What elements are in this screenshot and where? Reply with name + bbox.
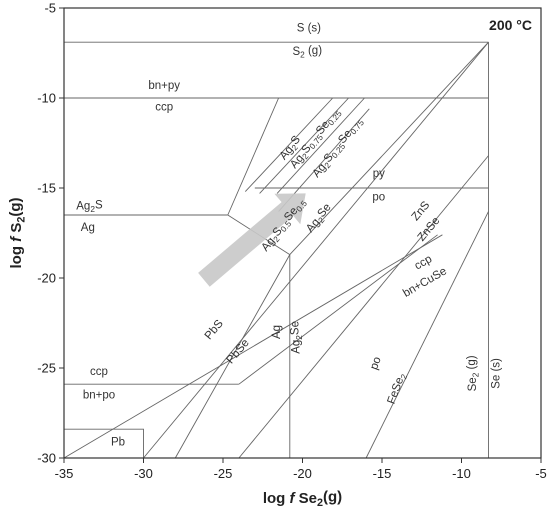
boundary-line — [289, 41, 489, 255]
y-tick-label: -15 — [37, 181, 56, 196]
field-label: Ag — [81, 222, 95, 234]
field-label: Ag2Se — [289, 321, 303, 354]
trend-arrow — [198, 193, 306, 287]
field-label: bn+CuSe — [401, 265, 449, 300]
field-label: S (s) — [297, 22, 321, 34]
field-label: Ag2S — [76, 200, 103, 214]
field-label: po — [368, 355, 384, 371]
field-label: Ag2Se — [303, 201, 335, 235]
boundary-line — [174, 254, 291, 459]
y-tick-label: -30 — [37, 451, 56, 466]
boundary-line — [259, 97, 349, 194]
field-label: bn+po — [83, 390, 115, 402]
y-axis-title: log f S2(g) — [7, 197, 28, 268]
boundary-line — [244, 97, 334, 192]
field-label: ccp — [90, 366, 108, 378]
chart-title: 200 °C — [489, 17, 532, 33]
field-label: PbSe — [225, 337, 252, 366]
boundary-line — [238, 155, 489, 459]
field-label: ccp — [413, 253, 435, 272]
y-tick-label: -10 — [37, 91, 56, 106]
boundary-line — [238, 234, 438, 385]
boundary-line — [276, 97, 365, 194]
y-tick-label: -20 — [37, 271, 56, 286]
field-label: po — [372, 192, 385, 204]
x-tick-label: -20 — [293, 466, 312, 481]
x-tick-label: -25 — [214, 466, 233, 481]
boundary-line — [227, 97, 280, 216]
field-label: Se (s) — [491, 358, 503, 389]
x-tick-label: -5 — [535, 466, 547, 481]
field-label: bn+py — [148, 80, 180, 92]
boundary-line — [143, 41, 489, 459]
field-label: Se2 (g) — [466, 355, 480, 391]
field-label: S2 (g) — [293, 45, 323, 59]
field-label: ccp — [155, 102, 173, 114]
y-tick-label: -25 — [37, 361, 56, 376]
x-tick-label: -35 — [55, 466, 74, 481]
x-tick-label: -10 — [452, 466, 471, 481]
boundary-line — [64, 428, 144, 458]
boundary-line — [365, 211, 489, 459]
field-label: py — [373, 168, 385, 180]
field-label: FeSe2 — [386, 371, 410, 406]
x-tick-label: -30 — [134, 466, 153, 481]
field-label: PbS — [203, 318, 226, 343]
y-tick-label: -5 — [44, 1, 56, 16]
field-label: Pb — [111, 436, 125, 448]
x-tick-label: -15 — [373, 466, 392, 481]
x-axis-title: log f Se2(g) — [263, 489, 342, 510]
field-label: Ag — [271, 325, 283, 339]
boundary-line — [63, 234, 443, 459]
